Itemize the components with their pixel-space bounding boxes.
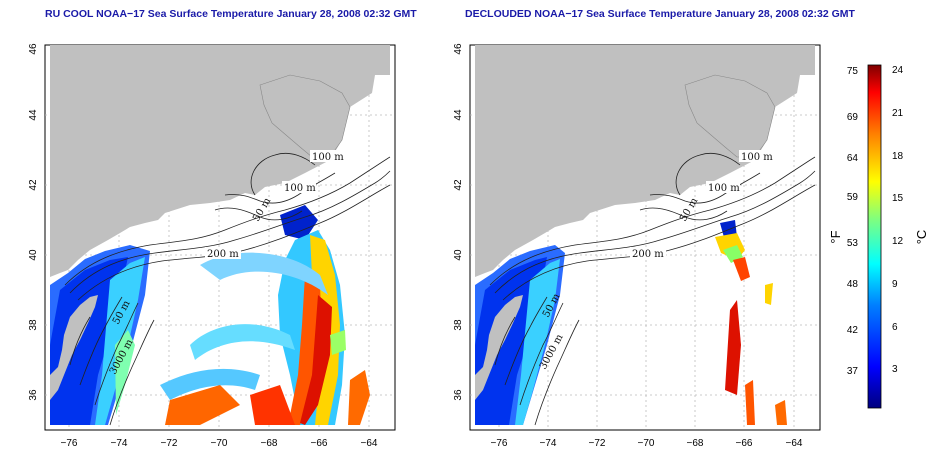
lon-tick-label: −70 bbox=[211, 438, 228, 449]
left-lon-ticks: −76 −74 −72 −70 −68 −66 −64 bbox=[61, 438, 378, 449]
lon-tick-label: −76 bbox=[491, 438, 508, 449]
f-tick-label: 69 bbox=[847, 112, 859, 123]
c-tick-label: 18 bbox=[892, 151, 904, 162]
lon-tick-label: −72 bbox=[589, 438, 606, 449]
lat-tick-label: 38 bbox=[453, 319, 464, 331]
right-lat-ticks: 36 38 40 42 44 46 bbox=[453, 43, 464, 401]
lon-tick-label: −66 bbox=[311, 438, 328, 449]
c-tick-label: 3 bbox=[892, 364, 898, 375]
lat-tick-label: 46 bbox=[453, 43, 464, 55]
colorbar-celsius-label: °C bbox=[914, 230, 929, 245]
lon-tick-label: −74 bbox=[540, 438, 557, 449]
lon-tick-label: −66 bbox=[736, 438, 753, 449]
left-map: 100 m 100 m 50 m 200 m 50 m 3000 m −76 −… bbox=[28, 43, 396, 449]
lat-tick-label: 36 bbox=[28, 389, 39, 401]
contour-label-100m: 100 m bbox=[741, 152, 773, 163]
c-tick-label: 12 bbox=[892, 236, 904, 247]
left-sst-field bbox=[50, 205, 370, 425]
contour-label-200m: 200 m bbox=[207, 249, 239, 260]
lat-tick-label: 46 bbox=[28, 43, 39, 55]
left-lat-ticks: 36 38 40 42 44 46 bbox=[28, 43, 39, 401]
lon-tick-label: −72 bbox=[161, 438, 178, 449]
lon-tick-label: −68 bbox=[261, 438, 278, 449]
f-tick-label: 42 bbox=[847, 325, 859, 336]
lat-tick-label: 38 bbox=[28, 319, 39, 331]
f-tick-label: 64 bbox=[847, 153, 859, 164]
c-tick-label: 21 bbox=[892, 108, 904, 119]
contour-label-200m: 200 m bbox=[632, 249, 664, 260]
f-tick-label: 37 bbox=[847, 366, 859, 377]
f-tick-label: 48 bbox=[847, 279, 859, 290]
lat-tick-label: 44 bbox=[453, 109, 464, 121]
colorbar-gradient bbox=[867, 64, 882, 409]
right-map: 100 m 100 m 50 m 200 m 50 m 3000 m −76 −… bbox=[453, 43, 821, 449]
contour-label-100m: 100 m bbox=[312, 152, 344, 163]
lon-tick-label: −70 bbox=[638, 438, 655, 449]
lat-tick-label: 42 bbox=[28, 179, 39, 191]
lon-tick-label: −74 bbox=[111, 438, 128, 449]
right-lon-ticks: −76 −74 −72 −70 −68 −66 −64 bbox=[491, 438, 803, 449]
f-tick-label: 59 bbox=[847, 192, 859, 203]
lat-tick-label: 40 bbox=[453, 249, 464, 261]
c-tick-label: 9 bbox=[892, 279, 898, 290]
f-tick-label: 75 bbox=[847, 66, 859, 77]
left-map-title: RU COOL NOAA−17 Sea Surface Temperature … bbox=[45, 8, 417, 20]
lon-tick-label: −64 bbox=[786, 438, 803, 449]
lat-tick-label: 36 bbox=[453, 389, 464, 401]
colorbar-fahrenheit-label: °F bbox=[828, 230, 843, 243]
lon-tick-label: −64 bbox=[361, 438, 378, 449]
lat-tick-label: 42 bbox=[453, 179, 464, 191]
colorbar-f-ticks: 75 69 64 59 53 48 42 37 bbox=[847, 66, 859, 377]
contour-label-100m: 100 m bbox=[708, 183, 740, 194]
lat-tick-label: 44 bbox=[28, 109, 39, 121]
lon-tick-label: −68 bbox=[687, 438, 704, 449]
c-tick-label: 15 bbox=[892, 193, 904, 204]
colorbar-c-ticks: 24 21 18 15 12 9 6 3 bbox=[892, 65, 904, 375]
f-tick-label: 53 bbox=[847, 238, 859, 249]
right-map-title: DECLOUDED NOAA−17 Sea Surface Temperatur… bbox=[465, 8, 855, 20]
c-tick-label: 24 bbox=[892, 65, 904, 76]
colorbar: 75 69 64 59 53 48 42 37 24 21 18 15 12 9… bbox=[828, 64, 929, 409]
lat-tick-label: 40 bbox=[28, 249, 39, 261]
lon-tick-label: −76 bbox=[61, 438, 78, 449]
contour-label-100m: 100 m bbox=[284, 183, 316, 194]
c-tick-label: 6 bbox=[892, 322, 898, 333]
